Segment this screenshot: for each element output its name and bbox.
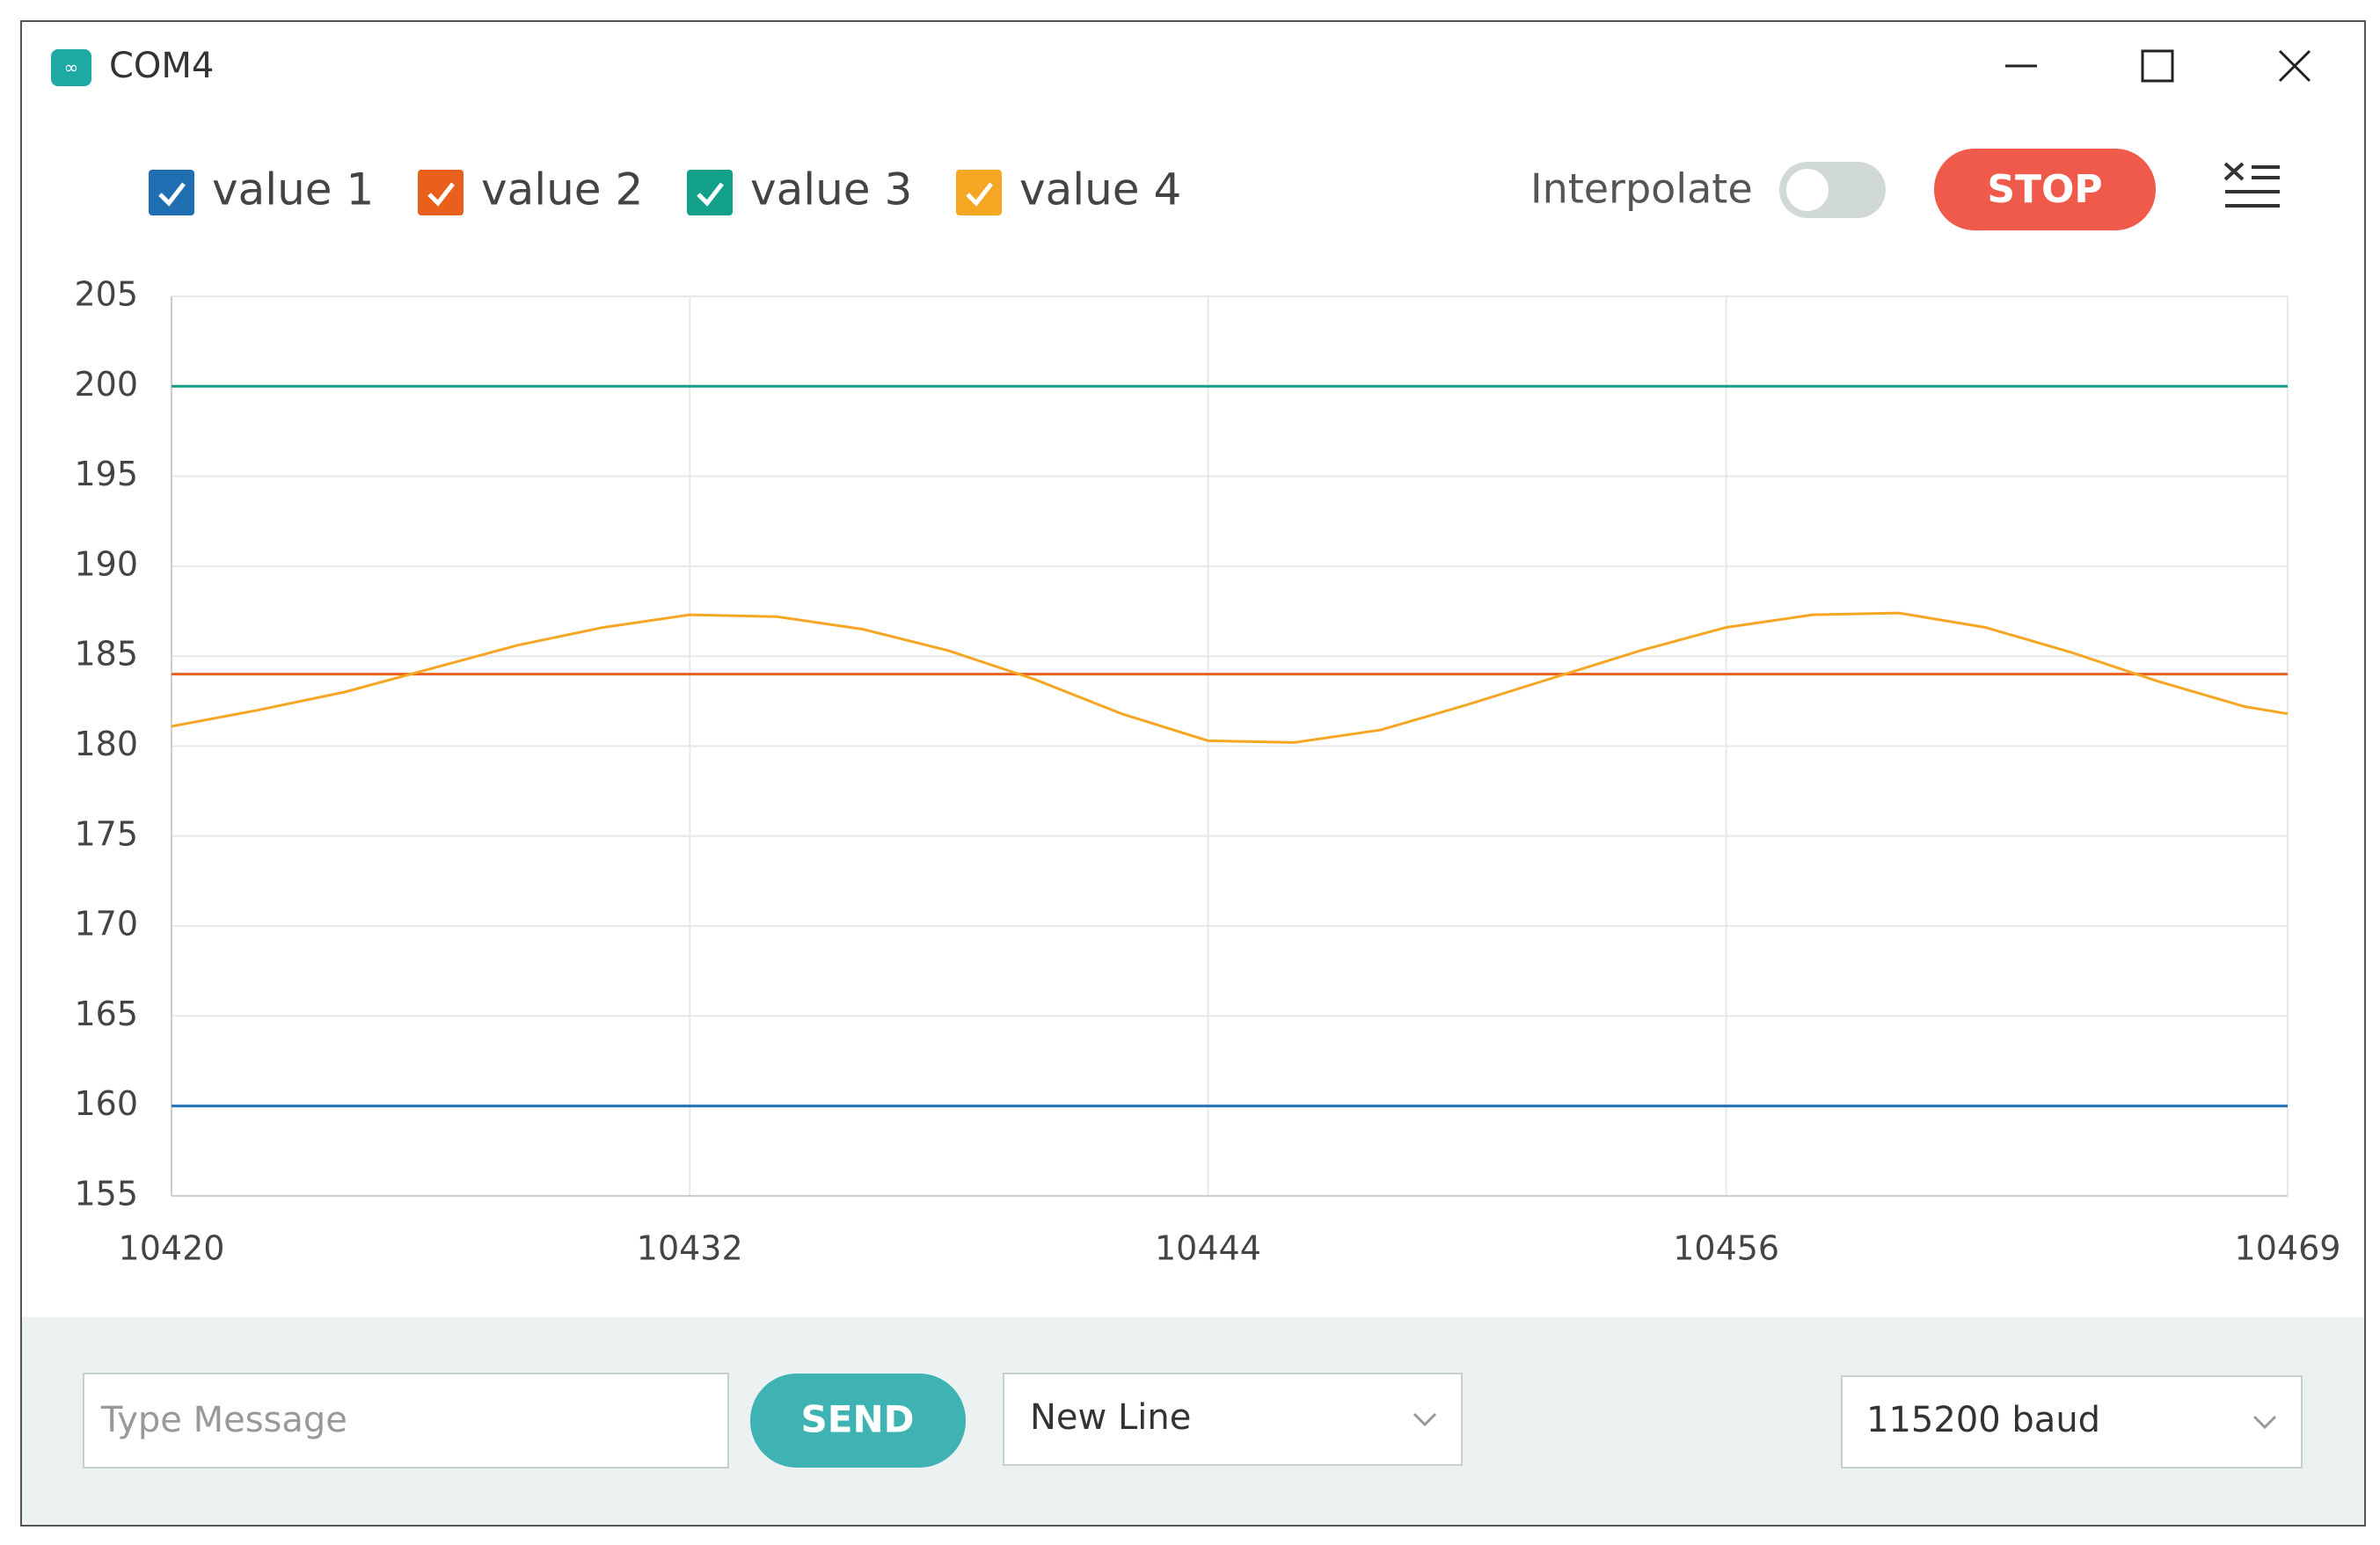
legend-item[interactable]: value 3 xyxy=(687,164,912,216)
baud-value: 115200 baud xyxy=(1866,1400,2100,1440)
stop-button[interactable] xyxy=(1934,149,2156,230)
legend-label: value 1 xyxy=(212,164,374,215)
baud-select[interactable] xyxy=(1841,1375,2303,1468)
toggle-knob xyxy=(1786,169,1829,211)
legend-item[interactable]: value 4 xyxy=(956,164,1181,216)
message-placeholder: Type Message xyxy=(100,1400,347,1440)
legend-item[interactable]: value 1 xyxy=(149,164,374,216)
y-tick-label: 155 xyxy=(74,1175,138,1213)
legend-checkbox xyxy=(149,170,194,215)
checkmark xyxy=(966,182,993,207)
y-tick-label: 175 xyxy=(74,814,138,853)
legend-label: value 2 xyxy=(481,164,643,215)
x-tick-label: 10420 xyxy=(119,1229,225,1268)
stop-label: STOP xyxy=(1987,167,2102,212)
window-title: COM4 xyxy=(109,46,214,86)
clear-menu-icon[interactable] xyxy=(2223,162,2280,208)
y-tick-label: 165 xyxy=(74,995,138,1033)
x-tick-label: 10456 xyxy=(1673,1229,1779,1268)
dropdown-arrow xyxy=(1413,1412,1437,1427)
window-frame xyxy=(20,20,2366,1527)
y-tick-label: 180 xyxy=(74,725,138,763)
checkmark xyxy=(697,182,724,207)
app-icon-glyph: ∞ xyxy=(64,57,79,78)
series-line xyxy=(171,611,2289,744)
dropdown-arrow xyxy=(2252,1415,2277,1430)
y-tick-label: 200 xyxy=(74,365,138,404)
legend-checkbox xyxy=(418,170,464,215)
line-ending-value: New Line xyxy=(1030,1397,1191,1438)
y-tick-label: 160 xyxy=(74,1084,138,1123)
close-button[interactable] xyxy=(2278,49,2311,83)
checkmark xyxy=(427,182,455,207)
legend-checkbox xyxy=(956,170,1002,215)
y-tick-label: 190 xyxy=(74,544,138,583)
interpolate-label: Interpolate xyxy=(1530,165,1753,213)
y-tick-label: 185 xyxy=(74,635,138,674)
line-ending-select[interactable] xyxy=(1003,1373,1463,1466)
x-tick-label: 10432 xyxy=(637,1229,743,1268)
y-tick-label: 170 xyxy=(74,905,138,944)
x-tick-label: 10444 xyxy=(1155,1229,1261,1268)
y-tick-label: 195 xyxy=(74,455,138,493)
legend-item[interactable]: value 2 xyxy=(418,164,643,216)
app-icon xyxy=(51,49,91,86)
send-label: SEND xyxy=(801,1398,915,1441)
message-input[interactable] xyxy=(83,1373,729,1468)
x-tick-label: 10469 xyxy=(2235,1229,2341,1268)
legend-checkbox xyxy=(687,170,733,215)
send-button[interactable] xyxy=(750,1374,966,1468)
y-tick-label: 205 xyxy=(74,275,138,314)
checkmark xyxy=(158,182,186,207)
legend-label: value 3 xyxy=(750,164,912,215)
legend-label: value 4 xyxy=(1019,164,1181,215)
maximize-button[interactable] xyxy=(2141,49,2174,83)
